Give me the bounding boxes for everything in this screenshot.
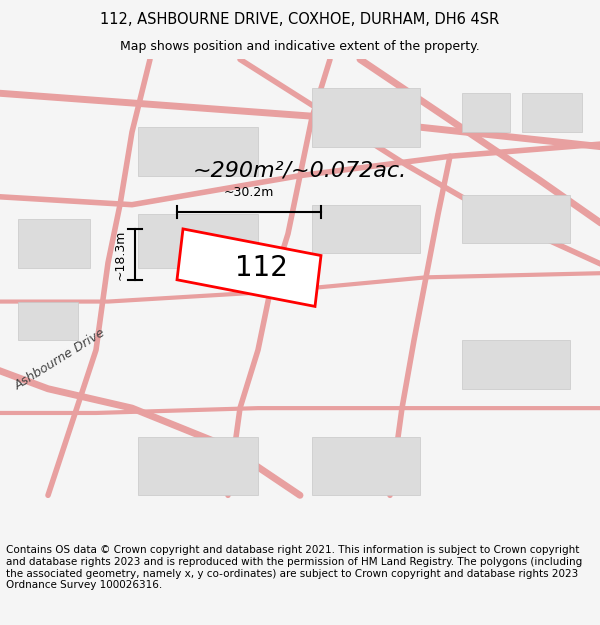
Text: ~290m²/~0.072ac.: ~290m²/~0.072ac. bbox=[193, 161, 407, 181]
Bar bbox=[462, 340, 570, 389]
Text: Ashbourne Drive: Ashbourne Drive bbox=[12, 326, 108, 393]
Text: ~30.2m: ~30.2m bbox=[224, 186, 274, 199]
Text: ~18.3m: ~18.3m bbox=[113, 229, 127, 279]
Bar bbox=[462, 195, 570, 243]
Bar bbox=[462, 93, 510, 132]
Text: 112: 112 bbox=[235, 254, 287, 282]
Bar bbox=[138, 214, 258, 268]
Bar bbox=[18, 219, 90, 268]
Bar bbox=[18, 301, 78, 340]
Bar bbox=[138, 438, 258, 495]
Bar bbox=[138, 127, 258, 176]
Polygon shape bbox=[177, 229, 321, 306]
Bar bbox=[522, 93, 582, 132]
Text: Map shows position and indicative extent of the property.: Map shows position and indicative extent… bbox=[120, 40, 480, 52]
Bar bbox=[312, 205, 420, 253]
Bar bbox=[312, 438, 420, 495]
Bar bbox=[312, 88, 420, 146]
Text: Contains OS data © Crown copyright and database right 2021. This information is : Contains OS data © Crown copyright and d… bbox=[6, 546, 582, 590]
Text: 112, ASHBOURNE DRIVE, COXHOE, DURHAM, DH6 4SR: 112, ASHBOURNE DRIVE, COXHOE, DURHAM, DH… bbox=[100, 11, 500, 26]
